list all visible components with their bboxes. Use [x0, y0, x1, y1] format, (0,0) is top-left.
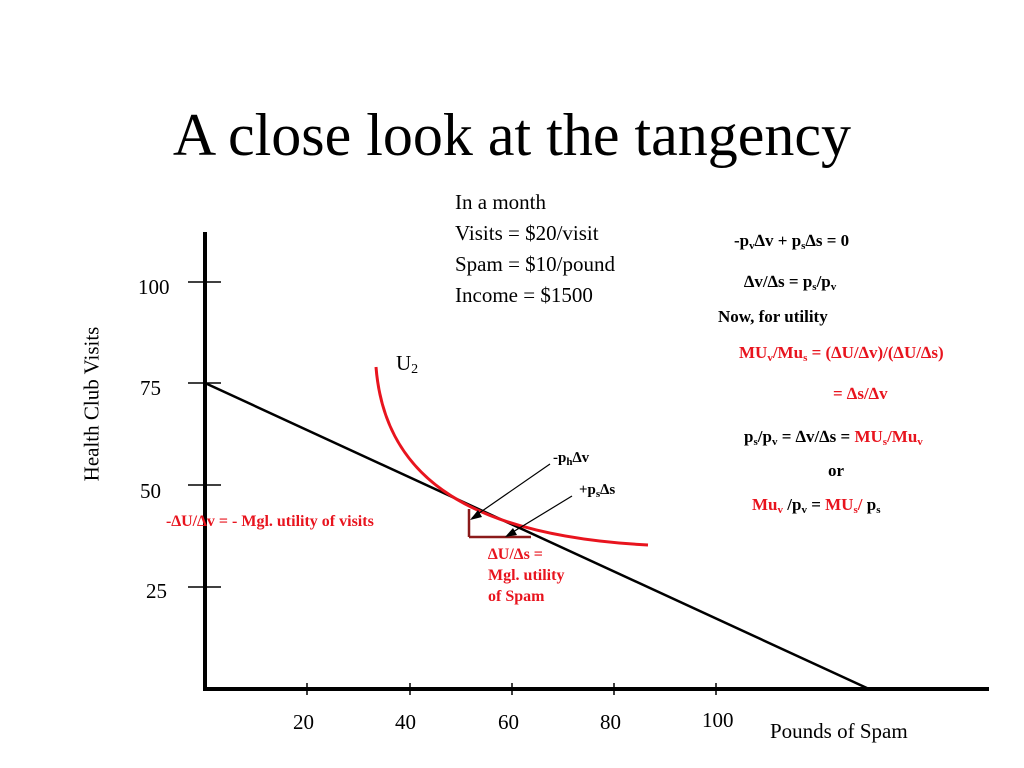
- x-tick-label-40: 40: [395, 710, 416, 734]
- eq1-s2: s: [801, 240, 806, 252]
- x-tick-label-60: 60: [498, 710, 519, 734]
- eq6-a: p: [744, 427, 754, 446]
- given-visit-price: Visits = $20/visit: [455, 221, 599, 245]
- y-tick-label-50: 50: [140, 479, 161, 503]
- given-info-block: In a month Visits = $20/visit Spam = $10…: [455, 187, 615, 311]
- curve-label-sub: 2: [411, 362, 419, 377]
- eq1-a: -p: [734, 231, 750, 250]
- x-axis-label: Pounds of Spam: [770, 719, 908, 743]
- eq8-s3: s: [853, 504, 858, 516]
- arrowhead-neg-ph-dv: [470, 510, 482, 520]
- y-axis-label: Health Club Visits: [79, 326, 104, 482]
- curve-label-u2: U2: [396, 351, 419, 377]
- eq6-s3: s: [882, 436, 888, 448]
- eq8-s4: s: [876, 504, 881, 516]
- given-spam-price: Spam = $10/pound: [455, 252, 616, 276]
- arrowhead-pos-ps-ds: [505, 528, 517, 537]
- eq6-s4: v: [917, 436, 923, 448]
- curve-label-base: U: [396, 351, 412, 375]
- eq8-d: MU: [825, 495, 854, 514]
- label-pos-ps-ds-sub: s: [595, 488, 601, 500]
- x-tick-label-20: 20: [293, 710, 314, 734]
- equation-now-for-utility: Now, for utility: [718, 307, 828, 326]
- label-pos-ps-ds: +ps∆s: [579, 482, 616, 500]
- eq4-s2: s: [803, 352, 808, 364]
- eq6-b: /p: [757, 427, 772, 446]
- eq6-e: /Mu: [887, 427, 918, 446]
- eq6-c: = ∆v/∆s =: [777, 427, 855, 446]
- eq8-s2: v: [801, 504, 807, 516]
- equation-mu-ratio: MUv/Mus = (∆U/∆v)/(∆U/∆s): [739, 343, 944, 364]
- eq1-s1: v: [749, 240, 755, 252]
- label-mgl-utility-visits: -∆U/∆v = - Mgl. utility of visits: [166, 513, 374, 530]
- pointer-neg-ph-dv: [471, 463, 551, 519]
- label-mgl-spam-line1: ∆U/∆s =: [488, 546, 543, 563]
- eq4-s1: v: [767, 352, 773, 364]
- y-tick-label-75: 75: [140, 376, 161, 400]
- eq8-s1: v: [777, 504, 784, 516]
- label-mgl-spam-line2: Mgl. utility: [488, 567, 565, 584]
- budget-line: [204, 381, 870, 691]
- y-tick-label-25: 25: [146, 579, 167, 603]
- pointer-pos-ps-ds: [507, 495, 573, 536]
- eq6-d: MU: [854, 427, 883, 446]
- label-neg-ph-dv: -ph∆v: [553, 450, 590, 468]
- label-neg-ph-dv-sub: h: [566, 456, 573, 468]
- equation-ds-dv: = ∆s/∆v: [833, 384, 888, 403]
- eq8-c: =: [806, 495, 826, 514]
- label-neg-ph-dv-a: -p: [553, 450, 567, 466]
- eq2-s1: s: [812, 281, 817, 293]
- label-neg-ph-dv-b: ∆v: [572, 450, 590, 466]
- equation-mu-per-dollar: Muv /pv = MUs/ ps: [752, 495, 881, 516]
- equation-tangency-condition: ps/pv = ∆v/∆s = MUs/Muv: [744, 427, 923, 448]
- eq4-c: = (∆U/∆v)/(∆U/∆s): [807, 343, 944, 362]
- label-mgl-spam-line3: of Spam: [488, 588, 545, 605]
- eq1-b: ∆v + p: [754, 231, 802, 250]
- equation-or: or: [828, 461, 845, 480]
- eq8-a: Mu: [752, 495, 778, 514]
- label-mgl-utility-spam: ∆U/∆s = Mgl. utility of Spam: [488, 544, 564, 607]
- label-pos-ps-ds-b: ∆s: [600, 482, 616, 498]
- eq4-a: MU: [739, 343, 768, 362]
- eq2-b: /p: [816, 272, 831, 291]
- eq6-s2: v: [771, 436, 778, 448]
- equation-budget-change: -pv∆v + ps∆s = 0: [734, 231, 850, 252]
- eq8-f: p: [862, 495, 877, 514]
- slide-title: A close look at the tangency: [172, 102, 852, 168]
- eq4-b: /Mu: [772, 343, 804, 362]
- given-period: In a month: [455, 190, 546, 214]
- eq2-a: ∆v/∆s = p: [744, 272, 813, 291]
- equation-price-ratio: ∆v/∆s = ps/pv: [744, 272, 837, 293]
- eq2-s2: v: [830, 281, 837, 293]
- indifference-curve-u2: [374, 366, 649, 547]
- eq1-c: ∆s = 0: [805, 231, 850, 250]
- x-tick-label-100: 100: [702, 708, 734, 732]
- eq8-b: /p: [783, 495, 802, 514]
- eq8-e: /: [857, 495, 863, 514]
- eq6-s1: s: [753, 436, 758, 448]
- label-pos-ps-ds-a: +p: [579, 482, 596, 498]
- x-tick-label-80: 80: [600, 710, 621, 734]
- given-income: Income = $1500: [455, 283, 593, 307]
- y-tick-label-100: 100: [138, 275, 170, 299]
